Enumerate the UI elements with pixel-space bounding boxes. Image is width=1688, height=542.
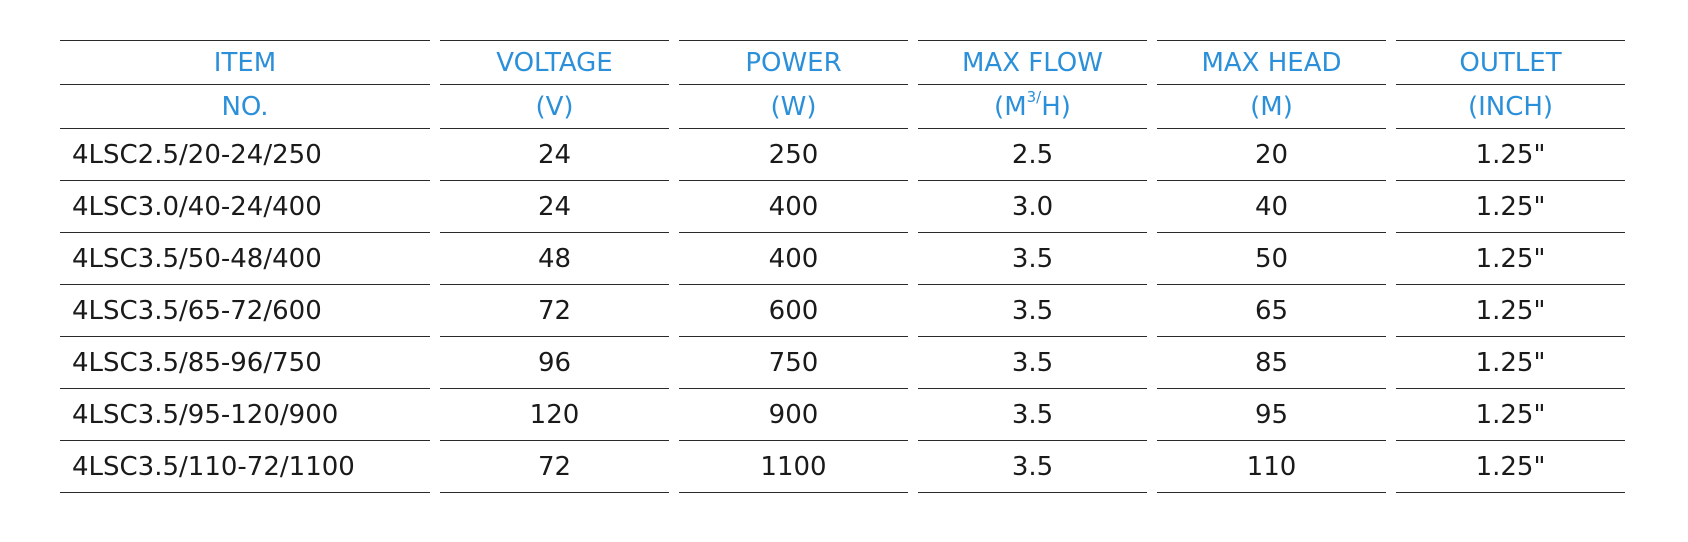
unit-max-flow: (M 3/H) bbox=[918, 84, 1147, 128]
table-row: 4LSC3.5/85-96/750 96 750 3.5 85 1.25" bbox=[60, 336, 1628, 388]
cell-max-head: 110 bbox=[1157, 440, 1386, 492]
cell-item: 4LSC3.5/95-120/900 bbox=[60, 388, 430, 440]
cell-voltage: 120 bbox=[440, 388, 669, 440]
cell-voltage: 72 bbox=[440, 284, 669, 336]
cell-power: 1100 bbox=[679, 440, 908, 492]
cell-max-flow: 2.5 bbox=[918, 128, 1147, 180]
cell-max-flow: 3.5 bbox=[918, 388, 1147, 440]
cell-max-flow: 3.5 bbox=[918, 284, 1147, 336]
unit-flow-superscript: 3/ bbox=[1026, 87, 1042, 106]
cell-max-flow: 3.5 bbox=[918, 440, 1147, 492]
header-row-2: NO. (V) (W) (M 3/H) (M) (INCH) bbox=[60, 84, 1628, 128]
divider bbox=[440, 492, 669, 493]
unit-outlet: (INCH) bbox=[1396, 84, 1625, 128]
cell-max-head: 85 bbox=[1157, 336, 1386, 388]
table-row: 4LSC3.5/50-48/400 48 400 3.5 50 1.25" bbox=[60, 232, 1628, 284]
cell-outlet: 1.25" bbox=[1396, 440, 1625, 492]
cell-power: 400 bbox=[679, 180, 908, 232]
cell-outlet: 1.25" bbox=[1396, 232, 1625, 284]
cell-voltage: 96 bbox=[440, 336, 669, 388]
cell-item: 4LSC3.5/65-72/600 bbox=[60, 284, 430, 336]
header-voltage: VOLTAGE bbox=[440, 40, 669, 84]
cell-voltage: 48 bbox=[440, 232, 669, 284]
cell-max-flow: 3.0 bbox=[918, 180, 1147, 232]
unit-flow-prefix: (M bbox=[994, 91, 1027, 122]
cell-voltage: 24 bbox=[440, 180, 669, 232]
unit-flow-suffix: H) bbox=[1041, 91, 1071, 122]
cell-voltage: 72 bbox=[440, 440, 669, 492]
divider bbox=[1396, 492, 1625, 493]
cell-max-flow: 3.5 bbox=[918, 232, 1147, 284]
cell-item: 4LSC3.5/110-72/1100 bbox=[60, 440, 430, 492]
divider bbox=[60, 492, 430, 493]
divider bbox=[918, 492, 1147, 493]
table-row: 4LSC3.5/95-120/900 120 900 3.5 95 1.25" bbox=[60, 388, 1628, 440]
cell-item: 4LSC3.5/85-96/750 bbox=[60, 336, 430, 388]
cell-max-head: 20 bbox=[1157, 128, 1386, 180]
cell-max-head: 50 bbox=[1157, 232, 1386, 284]
cell-outlet: 1.25" bbox=[1396, 128, 1625, 180]
cell-max-head: 95 bbox=[1157, 388, 1386, 440]
unit-max-head: (M) bbox=[1157, 84, 1386, 128]
unit-voltage: (V) bbox=[440, 84, 669, 128]
table-row: 4LSC2.5/20-24/250 24 250 2.5 20 1.25" bbox=[60, 128, 1628, 180]
cell-voltage: 24 bbox=[440, 128, 669, 180]
cell-outlet: 1.25" bbox=[1396, 336, 1625, 388]
divider bbox=[1157, 492, 1386, 493]
table-row: 4LSC3.5/65-72/600 72 600 3.5 65 1.25" bbox=[60, 284, 1628, 336]
header-item: ITEM bbox=[60, 40, 430, 84]
divider bbox=[679, 492, 908, 493]
header-row-1: ITEM VOLTAGE POWER MAX FLOW MAX HEAD OUT… bbox=[60, 40, 1628, 84]
cell-max-flow: 3.5 bbox=[918, 336, 1147, 388]
header-max-flow: MAX FLOW bbox=[918, 40, 1147, 84]
cell-power: 250 bbox=[679, 128, 908, 180]
cell-outlet: 1.25" bbox=[1396, 284, 1625, 336]
cell-item: 4LSC3.5/50-48/400 bbox=[60, 232, 430, 284]
header-outlet: OUTLET bbox=[1396, 40, 1625, 84]
cell-outlet: 1.25" bbox=[1396, 180, 1625, 232]
cell-outlet: 1.25" bbox=[1396, 388, 1625, 440]
unit-power: (W) bbox=[679, 84, 908, 128]
pump-spec-table: ITEM VOLTAGE POWER MAX FLOW MAX HEAD OUT… bbox=[60, 40, 1628, 493]
table-row: 4LSC3.5/110-72/1100 72 1100 3.5 110 1.25… bbox=[60, 440, 1628, 492]
cell-item: 4LSC3.0/40-24/400 bbox=[60, 180, 430, 232]
header-max-head: MAX HEAD bbox=[1157, 40, 1386, 84]
cell-power: 900 bbox=[679, 388, 908, 440]
cell-item: 4LSC2.5/20-24/250 bbox=[60, 128, 430, 180]
header-power: POWER bbox=[679, 40, 908, 84]
table-bottom-rule bbox=[60, 492, 1628, 493]
cell-power: 400 bbox=[679, 232, 908, 284]
unit-item: NO. bbox=[60, 84, 430, 128]
cell-max-head: 40 bbox=[1157, 180, 1386, 232]
cell-max-head: 65 bbox=[1157, 284, 1386, 336]
table-row: 4LSC3.0/40-24/400 24 400 3.0 40 1.25" bbox=[60, 180, 1628, 232]
cell-power: 600 bbox=[679, 284, 908, 336]
cell-power: 750 bbox=[679, 336, 908, 388]
